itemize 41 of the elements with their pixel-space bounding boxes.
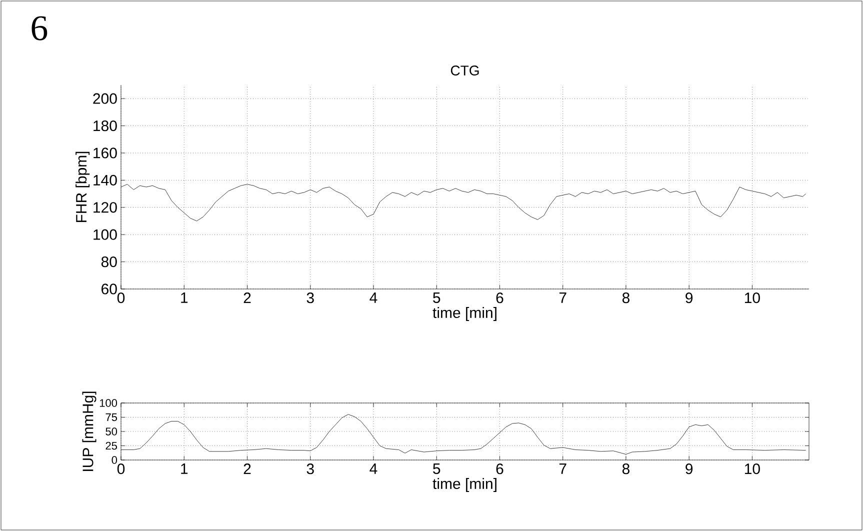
chart-title: CTG	[450, 66, 479, 76]
x-tick-label: 9	[686, 292, 693, 304]
y-tick-label: 180	[94, 120, 117, 132]
y-tick-label: 75	[106, 413, 117, 422]
y-tick-label: 160	[94, 148, 117, 158]
x-tick-label: 6	[496, 292, 504, 304]
x-tick-label: 8	[622, 464, 630, 474]
x-axis-title: time [min]	[432, 478, 496, 492]
x-tick-label: 5	[433, 292, 440, 303]
x-tick-label: 7	[559, 464, 566, 474]
y-tick-label: 80	[101, 256, 117, 268]
x-tick-label: 10	[745, 292, 760, 304]
x-tick-label: 10	[745, 464, 760, 474]
x-tick-label: 3	[306, 292, 314, 304]
y-axis-title: IUP [mmHg]	[82, 392, 96, 471]
x-tick-label: 2	[244, 464, 251, 474]
y-tick-label: 50	[106, 428, 118, 436]
x-tick-label: 0	[117, 292, 125, 304]
x-tick-label: 4	[370, 292, 378, 303]
x-tick-label: 7	[559, 292, 566, 303]
y-tick-label: 100	[94, 229, 117, 240]
y-tick-label: 60	[102, 284, 117, 294]
y-tick-label: 100	[100, 399, 118, 407]
x-tick-label: 8	[622, 292, 630, 304]
y-tick-label: 140	[94, 174, 117, 186]
x-tick-label: 1	[181, 292, 188, 303]
x-tick-label: 2	[244, 292, 251, 304]
x-tick-label: 6	[496, 464, 504, 474]
x-tick-label: 0	[117, 464, 125, 474]
x-tick-label: 5	[433, 464, 440, 474]
y-tick-label: 0	[112, 456, 118, 464]
x-tick-label: 3	[306, 464, 314, 474]
x-tick-label: 4	[370, 464, 378, 474]
text: 6	[32, 16, 48, 40]
x-axis-title: time [min]	[432, 307, 496, 321]
y-axis-title: FHR [bpm]	[76, 152, 90, 222]
y-tick-label: 25	[106, 442, 117, 450]
y-tick-label: 120	[94, 202, 117, 213]
y-tick-label: 200	[93, 93, 117, 104]
x-tick-label: 1	[181, 464, 188, 474]
x-tick-label: 9	[686, 464, 693, 474]
